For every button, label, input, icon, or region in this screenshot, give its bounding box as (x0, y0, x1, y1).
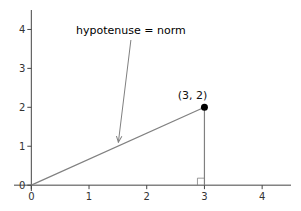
x-tick-label: 1 (86, 191, 92, 202)
x-tick-label: 3 (201, 191, 207, 202)
y-tick (27, 146, 31, 147)
x-tick-label: 2 (144, 191, 150, 202)
y-axis-line (31, 10, 32, 191)
plot-area (31, 104, 208, 185)
point (201, 104, 208, 111)
x-tick-label: 4 (259, 191, 265, 202)
line (31, 107, 204, 185)
x-tick (89, 185, 90, 189)
x-axis-line (14, 185, 291, 186)
line (204, 107, 205, 185)
chart: 0 1 2 3 4 0 1 2 3 4 (3, 2) hypotenuse = norm (0, 0, 301, 211)
y-tick-label: 0 (19, 180, 25, 191)
y-tick (27, 185, 31, 186)
x-tick (146, 185, 147, 189)
annotation-arrow (118, 40, 131, 142)
y-tick-label: 3 (19, 63, 25, 74)
x-tick (262, 185, 263, 189)
chart-svg: 0 1 2 3 4 0 1 2 3 4 (3, 2) hypotenuse = norm (0, 0, 301, 211)
y-tick (27, 68, 31, 69)
right-angle (197, 178, 204, 185)
y-tick-label: 4 (19, 24, 25, 35)
axes: 0 1 2 3 4 0 1 2 3 4 (14, 10, 291, 202)
labels: (3, 2) hypotenuse = norm (76, 24, 207, 142)
x-tick (31, 185, 32, 189)
y-tick (27, 107, 31, 108)
x-tick-label: 0 (28, 191, 34, 202)
y-tick-label: 2 (19, 102, 25, 113)
annotation: hypotenuse = norm (76, 24, 186, 37)
y-tick-label: 1 (19, 141, 25, 152)
y-tick (27, 29, 31, 30)
point-label: (3, 2) (178, 89, 208, 102)
x-tick (204, 185, 205, 189)
